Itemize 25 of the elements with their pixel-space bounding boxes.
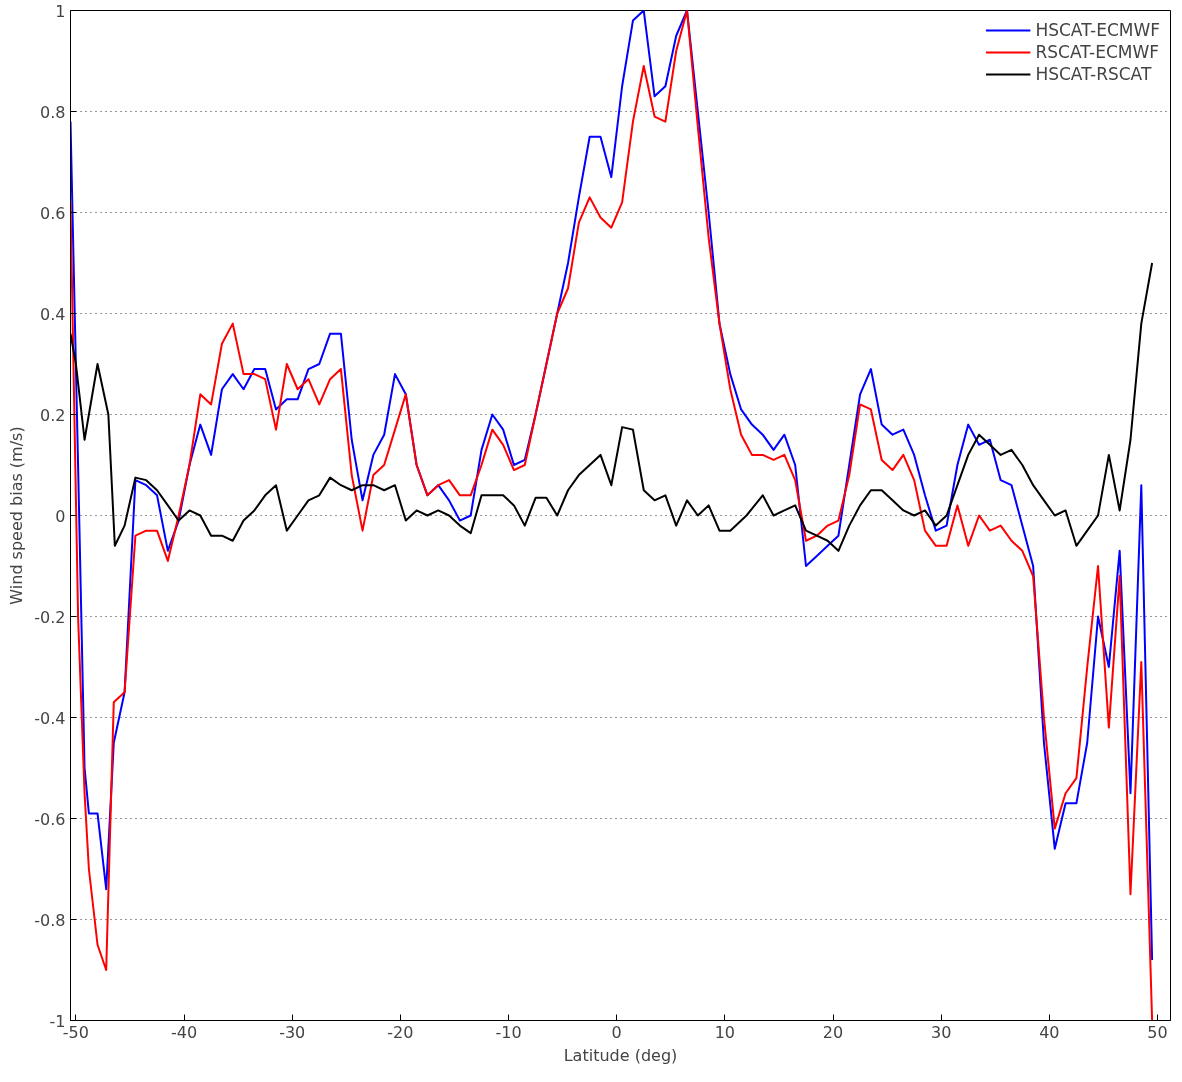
x-tick-label: -40 xyxy=(171,1022,198,1042)
y-tick-label: 0.4 xyxy=(40,304,66,324)
y-tick-label: 0.6 xyxy=(40,203,66,223)
y-axis-title: Wind speed bias (m/s) xyxy=(7,426,27,605)
y-tick-label: -0.4 xyxy=(34,708,66,728)
y-tick-label: -0.2 xyxy=(34,607,66,627)
x-tick-label: -20 xyxy=(387,1022,414,1042)
x-tick-label: -10 xyxy=(495,1022,522,1042)
x-tick-label: 0 xyxy=(611,1022,622,1042)
x-tick-label: 10 xyxy=(714,1022,736,1042)
y-tick-label: 0.2 xyxy=(40,405,66,425)
y-tick-label: 1 xyxy=(55,1,66,21)
legend-label: RSCAT-ECMWF xyxy=(1035,42,1160,62)
y-tick-label: 0.8 xyxy=(40,102,66,122)
x-tick-label: 20 xyxy=(822,1022,844,1042)
x-tick-label: 50 xyxy=(1147,1022,1168,1042)
x-tick-label: -30 xyxy=(279,1022,306,1042)
legend-label: HSCAT-ECMWF xyxy=(1035,20,1160,40)
y-tick-label: -0.8 xyxy=(34,910,66,930)
y-tick-label: -0.6 xyxy=(34,809,66,829)
legend-label: HSCAT-RSCAT xyxy=(1035,64,1152,84)
x-tick-label: 30 xyxy=(931,1022,952,1042)
x-axis-title: Latitude (deg) xyxy=(563,1045,678,1065)
y-tick-label: 0 xyxy=(55,506,66,526)
x-tick-label: 40 xyxy=(1039,1022,1060,1042)
